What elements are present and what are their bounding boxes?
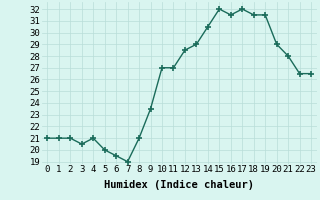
X-axis label: Humidex (Indice chaleur): Humidex (Indice chaleur) xyxy=(104,180,254,190)
